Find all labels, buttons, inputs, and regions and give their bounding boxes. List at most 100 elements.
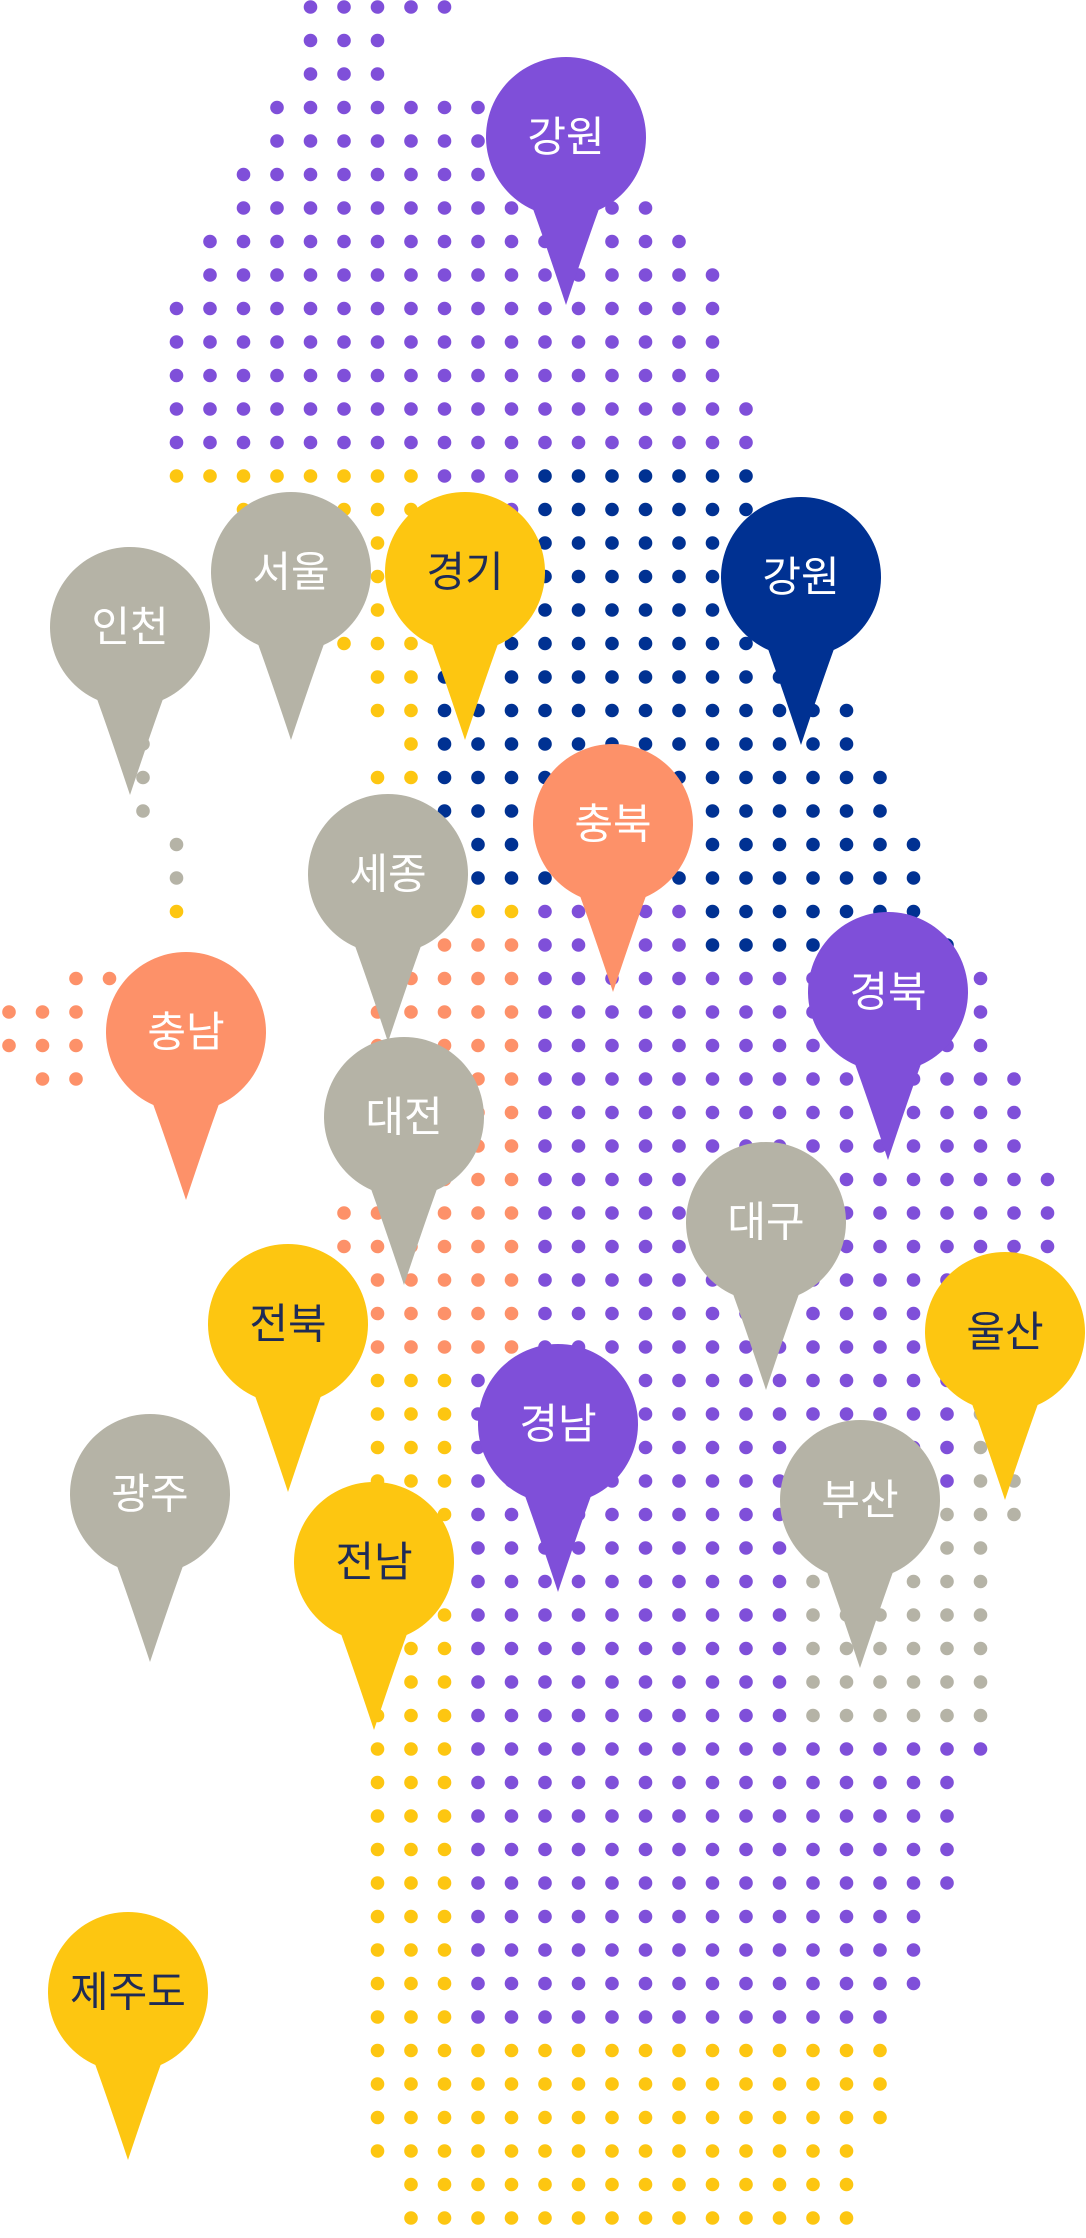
pin-gangwon-north[interactable]: 강원 xyxy=(486,57,646,305)
map-dot xyxy=(605,402,619,416)
map-dot xyxy=(504,1239,519,1254)
pin-jeonnam[interactable]: 전남 xyxy=(294,1481,454,1730)
map-dot xyxy=(437,770,452,785)
map-dot xyxy=(906,1608,921,1622)
map-dot xyxy=(906,1775,921,1790)
map-dot xyxy=(672,904,686,919)
map-dot xyxy=(906,904,921,919)
pin-gyeongbuk[interactable]: 경북 xyxy=(808,912,968,1160)
pin-chungnam[interactable]: 충남 xyxy=(106,952,266,1200)
map-dot xyxy=(437,1373,452,1388)
map-dot xyxy=(538,1139,552,1153)
map-dot xyxy=(705,1574,720,1589)
map-dot xyxy=(1040,1172,1055,1187)
map-pin-marker-icon xyxy=(106,952,266,1200)
pin-label: 울산 xyxy=(966,1308,1043,1357)
map-dot xyxy=(672,636,686,651)
map-dot xyxy=(739,1909,753,1924)
map-dot xyxy=(839,1708,854,1723)
map-dot xyxy=(906,1842,921,1857)
map-dot xyxy=(504,2077,519,2091)
map-dot xyxy=(772,2110,787,2125)
map-dot xyxy=(437,234,452,249)
pin-seoul[interactable]: 서울 xyxy=(211,492,371,740)
map-dot xyxy=(973,1708,988,1723)
map-dot xyxy=(370,1809,385,1823)
map-dot xyxy=(471,469,485,483)
map-dot xyxy=(605,2110,619,2125)
map-dot xyxy=(437,134,452,148)
pin-label: 세종 xyxy=(349,850,426,899)
map-dot xyxy=(370,1775,385,1790)
map-dot xyxy=(806,1373,820,1388)
map-dot xyxy=(370,469,385,483)
pin-gyeongnam[interactable]: 경남 xyxy=(478,1343,638,1592)
map-dot xyxy=(705,603,720,617)
map-dot xyxy=(538,1005,552,1019)
map-dot xyxy=(404,1407,418,1421)
pin-incheon[interactable]: 인천 xyxy=(50,547,210,795)
map-dot xyxy=(538,1239,552,1254)
pin-daejeon[interactable]: 대전 xyxy=(324,1037,484,1285)
map-dot xyxy=(538,2211,552,2225)
map-dot xyxy=(605,603,619,617)
map-dot xyxy=(471,1373,485,1388)
pin-label: 전북 xyxy=(249,1300,326,1349)
map-dot xyxy=(1007,1105,1021,1120)
map-dot xyxy=(471,1809,485,1823)
map-dot xyxy=(672,1038,686,1053)
map-dot xyxy=(471,1976,485,1991)
pin-gwangju[interactable]: 광주 xyxy=(69,1413,230,1662)
map-dot xyxy=(303,435,318,450)
map-dot xyxy=(672,2043,686,2058)
map-dot xyxy=(772,804,787,818)
pin-jeju[interactable]: 제주도 xyxy=(48,1912,209,2160)
map-dot xyxy=(35,1072,50,1086)
map-dot xyxy=(739,1608,753,1622)
map-dot xyxy=(638,1474,653,1488)
map-dot xyxy=(504,1306,519,1321)
pin-gangwon[interactable]: 강원 xyxy=(721,497,882,745)
map-dot xyxy=(806,1742,820,1756)
map-dot xyxy=(705,1440,720,1455)
map-dot xyxy=(571,1842,586,1857)
map-dot xyxy=(169,368,184,383)
pin-daegu[interactable]: 대구 xyxy=(686,1142,846,1390)
map-dot xyxy=(672,1206,686,1220)
map-dot xyxy=(672,1373,686,1388)
pin-busan[interactable]: 부산 xyxy=(780,1420,940,1668)
map-dot xyxy=(370,1876,385,1890)
map-pin-marker-icon xyxy=(385,492,545,740)
pin-gyeonggi[interactable]: 경기 xyxy=(385,492,545,740)
map-dot xyxy=(471,1239,485,1254)
map-dot xyxy=(705,703,720,718)
pin-label: 경기 xyxy=(426,548,503,597)
map-dot xyxy=(940,1574,954,1589)
map-dot xyxy=(504,2110,519,2125)
map-dot xyxy=(370,670,385,684)
map-dot xyxy=(638,1172,653,1187)
map-dot xyxy=(839,1273,854,1287)
map-pin-marker-icon xyxy=(686,1142,846,1390)
map-dot xyxy=(806,871,820,885)
map-dot xyxy=(538,402,552,416)
map-dot xyxy=(404,1708,418,1723)
map-dot xyxy=(370,368,385,383)
map-dot xyxy=(672,1943,686,1957)
map-dot xyxy=(672,2144,686,2158)
map-dot xyxy=(169,335,184,349)
map-dot xyxy=(571,703,586,718)
map-dot xyxy=(906,1373,921,1388)
map-dot xyxy=(873,1708,887,1723)
map-dot xyxy=(437,2043,452,2058)
pin-jeonbuk[interactable]: 전북 xyxy=(207,1243,368,1492)
map-dot xyxy=(605,1172,619,1187)
pin-ulsan[interactable]: 울산 xyxy=(925,1252,1085,1500)
map-dot xyxy=(705,971,720,986)
pin-chungbuk[interactable]: 충북 xyxy=(533,744,693,992)
map-dot xyxy=(471,402,485,416)
map-dot xyxy=(772,1809,787,1823)
map-dot xyxy=(404,201,418,215)
map-dot xyxy=(705,2043,720,2058)
pin-sejong[interactable]: 세종 xyxy=(307,794,469,1042)
